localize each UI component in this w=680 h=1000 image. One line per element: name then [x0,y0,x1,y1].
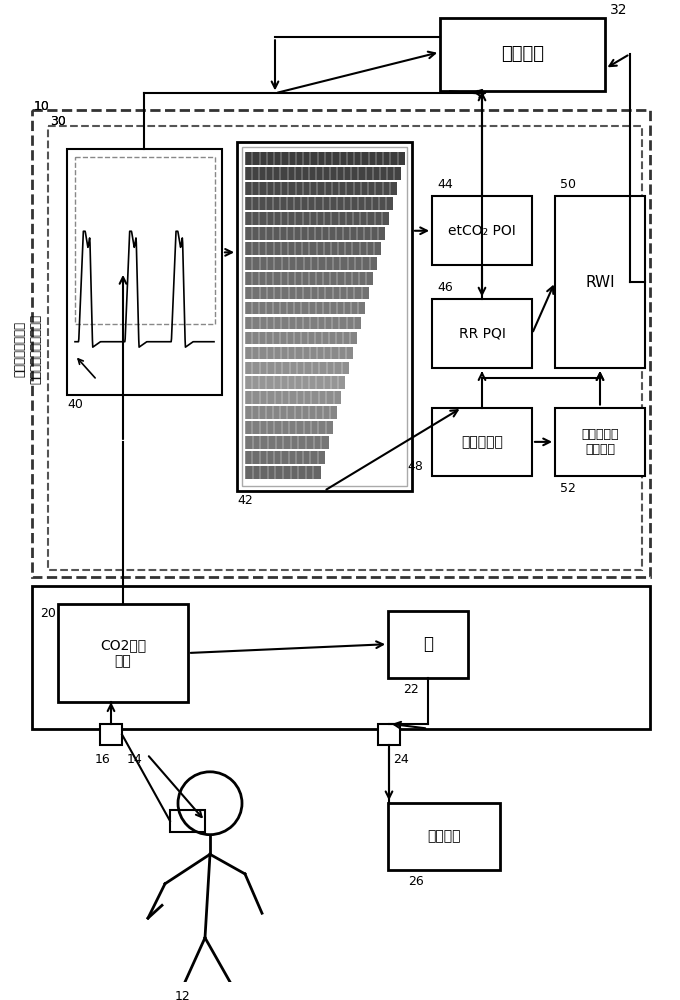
Bar [170,810,205,832]
Text: 呼吸检测器: 呼吸检测器 [461,435,503,449]
Text: 30: 30 [50,115,66,128]
Text: 30: 30 [50,115,66,128]
Bar [245,332,357,344]
Bar [245,242,381,255]
Bar [245,302,365,314]
Bar [245,347,353,359]
Bar [245,272,373,285]
Bar [245,362,349,374]
Bar [67,149,222,395]
Text: 泵: 泵 [423,635,433,653]
Bar [245,436,329,449]
Bar [32,110,650,577]
Text: 48: 48 [407,460,423,473]
Text: 16: 16 [95,753,111,766]
Text: 14: 14 [127,753,143,766]
Bar [388,803,500,870]
Text: 10: 10 [34,100,50,113]
Text: 10: 10 [34,100,50,113]
Bar [432,196,532,265]
Bar [245,376,345,389]
Text: 清除系统: 清除系统 [427,830,461,844]
Text: 52: 52 [560,482,576,495]
Text: 32: 32 [610,3,628,17]
Text: 40: 40 [67,398,83,411]
Bar [75,157,215,324]
Bar [245,167,401,180]
Text: RR PQI: RR PQI [458,327,505,341]
Bar [440,18,605,91]
Bar [378,724,400,745]
Text: 二氧化砸描记电子器件: 二氧化砸描记电子器件 [29,314,42,384]
Text: 20: 20 [40,607,56,620]
Bar [245,317,361,329]
Bar [58,604,188,702]
Bar [245,451,325,464]
Text: 显示部件: 显示部件 [501,45,544,63]
Bar [555,408,645,476]
Bar [432,408,532,476]
Text: RWI: RWI [585,275,615,290]
Bar [245,406,337,419]
Bar [245,182,397,195]
Bar [100,724,122,745]
Bar [555,196,645,368]
Bar [245,212,389,225]
Text: etCO₂ POI: etCO₂ POI [448,224,516,238]
Bar [48,126,642,570]
Text: 26: 26 [408,875,424,888]
Text: 44: 44 [437,178,453,191]
Text: 50: 50 [560,178,576,191]
Text: 24: 24 [393,753,409,766]
Bar [245,197,393,210]
Bar [32,586,650,729]
Bar [245,287,369,299]
Bar [237,142,412,491]
Text: 22: 22 [403,683,419,696]
Text: CO2测量
单元: CO2测量 单元 [100,638,146,668]
Bar [245,466,321,479]
Text: 12: 12 [175,990,191,1000]
Text: 42: 42 [237,494,253,507]
Bar [242,147,407,486]
Bar [432,299,532,368]
Bar [245,421,333,434]
Bar [388,611,468,678]
Bar [245,152,405,165]
Text: 二氧化砸描记设备: 二氧化砸描记设备 [14,321,27,377]
Bar [245,391,341,404]
Bar [245,257,377,270]
Bar [245,227,385,240]
Text: 自从最后呼
吸的时间: 自从最后呼 吸的时间 [581,428,619,456]
Text: 46: 46 [437,281,453,294]
